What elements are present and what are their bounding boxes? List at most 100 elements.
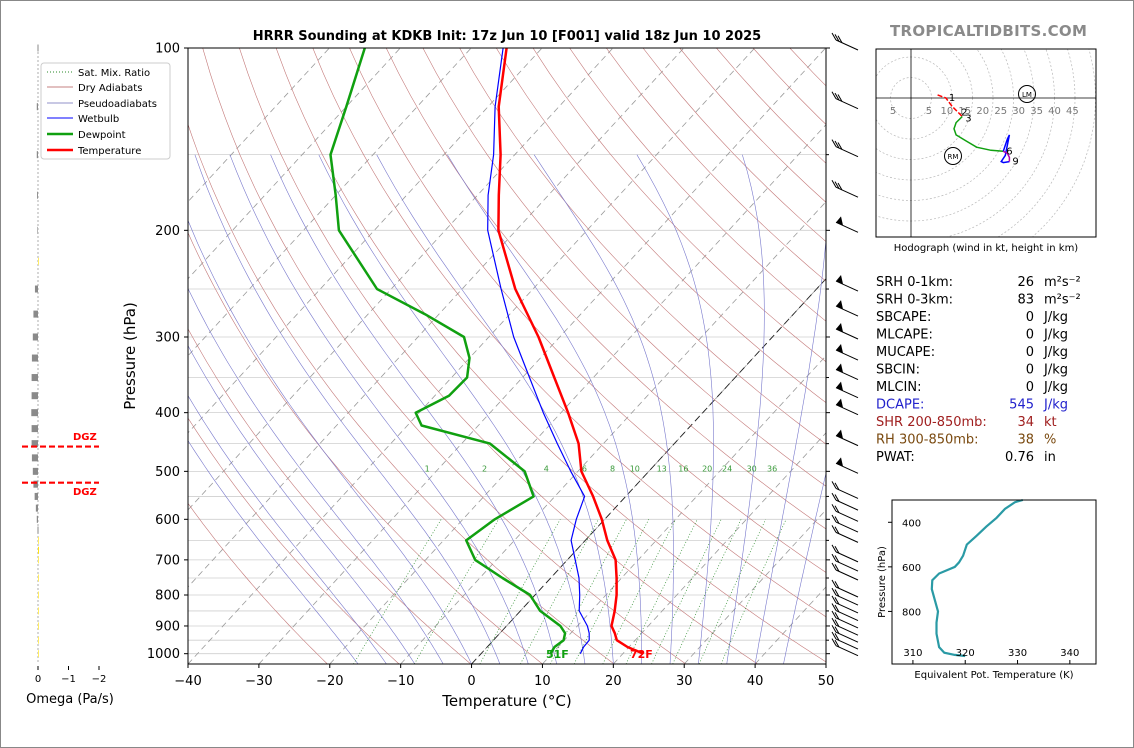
lm-label: LM bbox=[1022, 91, 1032, 99]
stats-row: MLCAPE: 0 J/kg bbox=[876, 328, 1068, 343]
hodograph-height-label: 9 bbox=[1012, 157, 1018, 168]
hodograph-height-label: 1 bbox=[949, 93, 955, 104]
dgz-label-bottom: DGZ bbox=[73, 487, 97, 498]
barb-feather bbox=[834, 589, 840, 597]
omega-bar bbox=[31, 354, 38, 362]
barb-feather bbox=[834, 482, 840, 491]
barb-feather bbox=[834, 581, 840, 589]
hodograph-ring-label: 5 bbox=[926, 106, 932, 117]
x-tick-label: −20 bbox=[316, 674, 343, 689]
barb-feather bbox=[831, 504, 837, 512]
barb-staff bbox=[835, 610, 859, 622]
moist-adiabat bbox=[726, 154, 765, 664]
omega-bar bbox=[37, 526, 39, 534]
omega-bar bbox=[33, 480, 38, 488]
dry-adiabat bbox=[349, 48, 826, 573]
omega-bar bbox=[34, 285, 38, 293]
barb-flag bbox=[836, 398, 843, 408]
thetae-x-tick-label: 310 bbox=[903, 648, 922, 659]
stats-unit: J/kg bbox=[1043, 328, 1068, 343]
x-tick-label: −40 bbox=[174, 674, 201, 689]
barb-staff bbox=[835, 638, 859, 650]
legend-dry: Dry Adiabats bbox=[78, 83, 142, 94]
wind-barb bbox=[835, 381, 859, 399]
wind-barb bbox=[831, 91, 859, 110]
barb-staff bbox=[835, 631, 859, 643]
wind-barb bbox=[831, 481, 859, 499]
hodograph-segment bbox=[1000, 134, 1011, 164]
omega-bar bbox=[32, 333, 38, 341]
omega-bar bbox=[31, 440, 38, 448]
stats-label: SHR 200-850mb: bbox=[876, 415, 987, 430]
legend-box bbox=[40, 62, 171, 160]
barb-staff bbox=[835, 404, 859, 416]
moist-adiabat bbox=[783, 472, 826, 664]
omega-bar bbox=[32, 467, 38, 475]
dry-adiabat bbox=[188, 328, 471, 664]
barb-feather bbox=[834, 526, 840, 535]
barb-feather bbox=[834, 546, 840, 554]
x-tick-label: −10 bbox=[387, 674, 414, 689]
mixing-ratio-line bbox=[573, 519, 650, 664]
legend-moist: Pseudoadiabats bbox=[78, 99, 157, 110]
dry-adiabat bbox=[188, 123, 615, 664]
omega-bar bbox=[38, 257, 39, 265]
rm-label: RM bbox=[948, 153, 959, 161]
stats-row: RH 300-850mb: 38% bbox=[876, 433, 1056, 448]
wetbulb-profile bbox=[487, 48, 590, 654]
x-tick-label: 20 bbox=[605, 674, 622, 689]
barb-staff bbox=[835, 617, 859, 629]
stats-row: SBCAPE: 0 J/kg bbox=[876, 310, 1068, 325]
wind-barb bbox=[835, 344, 859, 361]
moist-adiabat bbox=[194, 154, 501, 664]
wind-barb bbox=[831, 492, 859, 511]
y-tick-label: 700 bbox=[155, 553, 180, 568]
skewt-xlabel: Temperature (°C) bbox=[441, 692, 571, 710]
hodograph-trace bbox=[937, 94, 1011, 164]
skewt-background-lines: 1 2 4 6 8 10 13 16 20 24 30 36 bbox=[188, 48, 1134, 664]
mixing-ratio-label: 20 bbox=[702, 464, 712, 473]
barb-staff bbox=[835, 531, 859, 543]
hodograph-height-label: 3 bbox=[965, 114, 971, 125]
barb-staff bbox=[835, 602, 859, 614]
omega-tick-label: 0 bbox=[35, 674, 41, 685]
moist-adiabat bbox=[533, 154, 674, 664]
stats-unit: J/kg bbox=[1043, 310, 1068, 325]
mixing-ratio-label: 30 bbox=[747, 464, 757, 473]
barb-feather bbox=[837, 94, 843, 102]
moist-adiabat bbox=[188, 219, 472, 664]
moist-adiabat bbox=[754, 236, 826, 664]
barb-feather bbox=[831, 595, 837, 604]
omega-bar bbox=[31, 392, 38, 400]
stats-label: SRH 0-3km: bbox=[876, 293, 953, 308]
omega-bar bbox=[38, 650, 39, 658]
barb-staff bbox=[835, 594, 859, 606]
wind-barb bbox=[835, 216, 859, 233]
barb-feather bbox=[831, 617, 837, 626]
stats-value: 0 bbox=[1026, 328, 1034, 343]
thetae-panel: 310 320 330 340 400 600 800 bbox=[888, 498, 1079, 664]
wind-barb bbox=[831, 638, 859, 657]
barb-feather bbox=[831, 481, 837, 489]
omega-bar bbox=[38, 591, 39, 599]
legend-mixratio: Sat. Mix. Ratio bbox=[78, 68, 150, 79]
dry-adiabat bbox=[827, 48, 1134, 664]
moist-adiabat bbox=[376, 154, 614, 664]
barb-staff bbox=[835, 560, 859, 572]
barb-feather bbox=[834, 604, 840, 613]
barb-staff bbox=[835, 39, 859, 51]
lm-marker bbox=[1018, 85, 1036, 103]
dry-adiabat bbox=[385, 48, 826, 530]
barb-staff bbox=[835, 369, 859, 380]
hodograph-labels: 123 69 LM RM bbox=[944, 85, 1036, 168]
stats-unit: J/kg bbox=[1043, 345, 1068, 360]
barb-feather bbox=[831, 91, 837, 99]
moist-adiabat bbox=[188, 440, 359, 664]
mixing-ratio-label: 4 bbox=[544, 464, 549, 473]
legend-dewpoint: Dewpoint bbox=[78, 130, 126, 141]
moist-adiabat bbox=[318, 154, 586, 664]
barb-feather bbox=[831, 544, 837, 553]
stats-row: DCAPE: 545 J/kg bbox=[876, 398, 1068, 413]
hodograph-frame bbox=[875, 48, 1097, 238]
